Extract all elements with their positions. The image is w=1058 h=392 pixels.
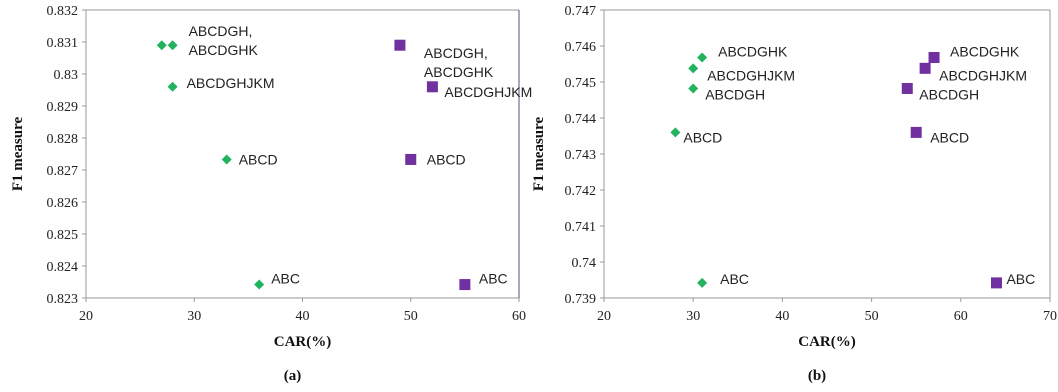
chart-panel-0: 0.823 0.824 0.825 0.826 0.827 0.828 0.829 0.83 0… bbox=[10, 4, 532, 384]
y-tick-label: 0.744 bbox=[565, 112, 597, 127]
data-point-square bbox=[928, 52, 940, 64]
y-tick-label: 0.743 bbox=[565, 148, 597, 163]
point-annotation: ABCD bbox=[683, 129, 722, 145]
x-tick-label: 50 bbox=[865, 309, 879, 324]
data-point-square bbox=[919, 62, 931, 74]
point-annotation: ABC bbox=[479, 271, 508, 287]
point-annotation: ABCDGHK bbox=[950, 44, 1020, 60]
x-tick-label: 50 bbox=[404, 309, 418, 324]
y-tick-label: 0.742 bbox=[565, 184, 597, 199]
data-point-diamond bbox=[688, 63, 699, 74]
y-tick-label: 0.741 bbox=[565, 220, 597, 235]
x-tick-label: 40 bbox=[296, 309, 310, 324]
data-point-square bbox=[426, 81, 438, 93]
point-annotation: ABCDGHJKM bbox=[187, 75, 275, 91]
point-annotation: ABCD bbox=[239, 151, 278, 167]
y-tick-label: 0.747 bbox=[565, 4, 597, 19]
data-point-square bbox=[990, 277, 1002, 289]
point-annotation: ABC bbox=[1006, 271, 1035, 287]
y-tick-label: 0.829 bbox=[47, 100, 79, 115]
x-tick-label: 30 bbox=[187, 309, 201, 324]
point-annotation: ABCDGH, ABCDGHK bbox=[424, 45, 494, 80]
point-annotation: ABCDGH, ABCDGHK bbox=[189, 23, 259, 58]
x-tick-label: 30 bbox=[686, 309, 700, 324]
point-annotation: ABCDGHK bbox=[718, 44, 788, 60]
data-point-diamond bbox=[167, 81, 178, 92]
y-tick-label: 0.831 bbox=[47, 36, 79, 51]
data-point-square bbox=[459, 279, 471, 291]
data-point-square bbox=[901, 82, 913, 94]
data-point-diamond bbox=[670, 127, 681, 138]
point-annotation: ABCDGH bbox=[919, 86, 979, 102]
point-annotation: ABCD bbox=[427, 151, 466, 167]
y-tick-label: 0.739 bbox=[565, 292, 597, 307]
y-tick-label: 0.74 bbox=[572, 256, 597, 271]
data-point-diamond bbox=[221, 154, 232, 165]
point-annotation: ABC bbox=[720, 271, 749, 287]
x-tick-label: 20 bbox=[79, 309, 93, 324]
data-point-diamond bbox=[697, 52, 708, 63]
x-axis-title: CAR(%) bbox=[798, 334, 856, 350]
y-tick-label: 0.824 bbox=[47, 260, 79, 275]
x-tick-label: 60 bbox=[512, 309, 526, 324]
point-annotation: ABC bbox=[271, 271, 300, 287]
data-point-square bbox=[405, 153, 417, 165]
data-point-diamond bbox=[254, 279, 265, 290]
x-tick-label: 40 bbox=[775, 309, 789, 324]
panel-caption: (b) bbox=[808, 368, 826, 384]
x-tick-label: 20 bbox=[597, 309, 611, 324]
y-tick-label: 0.825 bbox=[47, 228, 79, 243]
x-tick-label: 70 bbox=[1043, 309, 1057, 324]
y-tick-label: 0.827 bbox=[47, 164, 79, 179]
data-point-diamond bbox=[156, 40, 167, 51]
y-tick-label: 0.832 bbox=[47, 4, 79, 19]
data-point-square bbox=[394, 39, 406, 51]
y-tick-label: 0.828 bbox=[47, 132, 79, 147]
data-point-diamond bbox=[167, 40, 178, 51]
y-axis-title: F1 measure bbox=[10, 117, 26, 192]
x-tick-label: 60 bbox=[954, 309, 968, 324]
y-tick-label: 0.746 bbox=[565, 40, 597, 55]
y-tick-label: 0.823 bbox=[47, 292, 79, 307]
y-axis-title: F1 measure bbox=[531, 117, 547, 192]
point-annotation: ABCDGH bbox=[705, 86, 765, 102]
point-annotation: ABCD bbox=[930, 129, 969, 145]
y-tick-label: 0.83 bbox=[54, 68, 79, 83]
point-annotation: ABCDGHJKM bbox=[707, 67, 795, 83]
y-tick-label: 0.826 bbox=[47, 196, 79, 211]
panel-caption: (a) bbox=[284, 368, 302, 384]
y-tick-label: 0.745 bbox=[565, 76, 597, 91]
data-point-diamond bbox=[697, 277, 708, 288]
data-point-square bbox=[910, 126, 922, 138]
chart-panel-1: 0.739 0.74 0.741 0.742 0.743 0.744 0.745 0.746 0… bbox=[531, 4, 1057, 384]
data-point-diamond bbox=[688, 83, 699, 94]
point-annotation: ABCDGHJKM bbox=[444, 84, 532, 100]
x-axis-title: CAR(%) bbox=[274, 334, 332, 350]
point-annotation: ABCDGHJKM bbox=[939, 67, 1027, 83]
